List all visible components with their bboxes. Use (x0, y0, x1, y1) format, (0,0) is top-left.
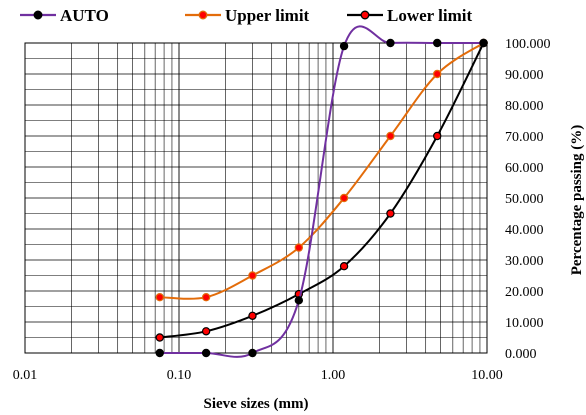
data-point-auto (386, 38, 395, 48)
data-point-upper-limit (248, 271, 257, 280)
x-tick-label: 0.10 (167, 368, 192, 383)
data-point-lower-limit (155, 333, 164, 342)
series-line-upper-limit (159, 42, 485, 300)
x-tick-label: 0.01 (13, 368, 38, 383)
grid (24, 42, 487, 354)
data-point-lower-limit (433, 131, 442, 141)
legend-label-lower-limit: Lower limit (387, 6, 472, 25)
y-tick-label: 80.000 (505, 99, 544, 114)
data-point-auto (248, 348, 257, 358)
legend-label-auto: AUTO (60, 6, 109, 25)
y-tick-label: 40.000 (505, 223, 544, 238)
data-point-upper-limit (433, 69, 442, 79)
y-tick-label: 0.000 (505, 347, 537, 362)
data-point-lower-limit (386, 209, 395, 218)
series-line-lower-limit (159, 42, 485, 339)
legend-marker-upper-limit (198, 10, 208, 20)
data-point-lower-limit (201, 327, 211, 336)
y-tick-label: 70.000 (505, 130, 544, 145)
data-point-upper-limit (339, 193, 349, 203)
data-point-auto (155, 348, 164, 358)
y-axis-title: Percentage passing (%) (569, 125, 585, 276)
legend-label-upper-limit: Upper limit (225, 6, 310, 25)
series-line-auto (159, 25, 484, 358)
y-tick-label: 30.000 (505, 254, 544, 269)
data-point-auto (201, 348, 211, 358)
data-point-upper-limit (386, 131, 395, 141)
x-axis-title: Sieve sizes (mm) (204, 396, 309, 412)
legend-item-lower-limit: Lower limit (347, 6, 472, 25)
data-point-upper-limit (201, 293, 211, 302)
data-point-upper-limit (155, 293, 164, 302)
tick-labels: 0.01 0.10 1.00 10.000.000 10.000 20.000 30.000… (13, 37, 551, 383)
y-tick-label: 50.000 (505, 192, 544, 207)
series-auto (155, 25, 488, 358)
y-tick-label: 20.000 (505, 285, 544, 300)
series-layer (155, 25, 488, 358)
y-tick-label: 10.000 (505, 316, 544, 331)
y-tick-label: 60.000 (505, 161, 544, 176)
x-tick-label: 1.00 (321, 368, 346, 383)
legend: AUTO Upper limit Lower limit (20, 6, 472, 25)
y-tick-label: 90.000 (505, 68, 544, 83)
data-point-lower-limit (339, 262, 349, 271)
data-point-lower-limit (248, 311, 257, 320)
legend-item-auto: AUTO (20, 6, 109, 25)
data-point-auto (479, 38, 488, 48)
data-point-auto (433, 38, 442, 48)
legend-item-upper-limit: Upper limit (185, 6, 310, 25)
series-lower-limit (155, 38, 488, 342)
data-point-auto (339, 41, 349, 51)
legend-marker-auto (33, 10, 43, 20)
data-point-upper-limit (294, 243, 304, 252)
x-tick-label: 10.00 (471, 368, 503, 383)
y-tick-label: 100.000 (505, 37, 551, 52)
legend-marker-lower-limit (360, 10, 370, 20)
data-point-auto (294, 296, 304, 305)
